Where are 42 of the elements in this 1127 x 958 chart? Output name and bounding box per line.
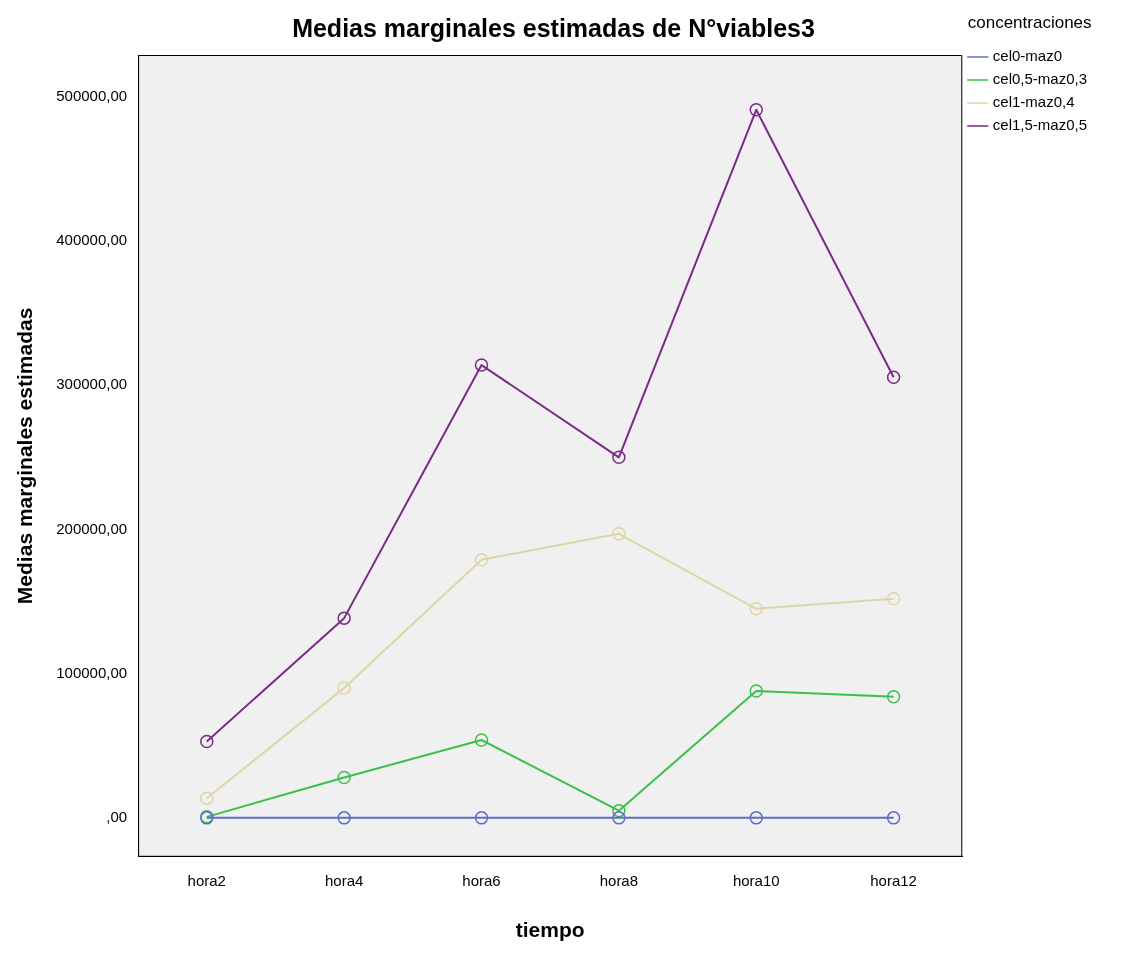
legend-title: concentraciones <box>967 13 1092 33</box>
point <box>474 733 489 747</box>
point <box>749 103 763 117</box>
legend-label: cel1-maz0,4 <box>992 93 1075 111</box>
point <box>612 527 626 541</box>
y-tick-label: 300000,00 <box>56 375 128 393</box>
chart-title: Medias marginales estimadas de N°viables3 <box>292 13 815 42</box>
point <box>612 803 626 818</box>
y-tick-label: 500000,00 <box>56 86 128 104</box>
point <box>886 811 901 825</box>
point <box>749 811 763 825</box>
x-tick-label: hora6 <box>462 871 501 889</box>
y-tick-label: 400000,00 <box>56 231 128 249</box>
point <box>612 811 626 825</box>
legend-label: cel0-maz0 <box>992 47 1062 65</box>
point <box>749 602 763 616</box>
y-tick-label: ,00 <box>106 808 128 825</box>
point <box>337 681 351 695</box>
point <box>337 770 351 785</box>
x-tick-label: hora2 <box>187 871 226 889</box>
point <box>200 734 214 749</box>
y-tick-label: 200000,00 <box>56 519 128 537</box>
point <box>337 811 351 825</box>
x-tick-label: hora8 <box>599 871 639 889</box>
x-tick-label: hora12 <box>870 871 917 889</box>
x-tick-label: hora4 <box>324 871 364 889</box>
legend-label: cel0,5-maz0,3 <box>992 70 1088 88</box>
y-tick-label: 100000,00 <box>56 663 128 681</box>
point <box>200 791 214 805</box>
legend-label: cel1,5-maz0,5 <box>992 116 1088 134</box>
point <box>474 358 489 372</box>
point <box>474 811 489 825</box>
x-axis-title: tiempo <box>515 918 585 942</box>
point <box>886 591 901 606</box>
point <box>474 552 489 567</box>
point <box>886 689 901 704</box>
y-axis-title: Medias marginales estimadas <box>13 307 37 605</box>
point <box>337 611 351 625</box>
point <box>612 450 626 465</box>
point <box>886 370 901 385</box>
x-tick-label: hora10 <box>732 871 780 889</box>
point <box>749 684 763 698</box>
